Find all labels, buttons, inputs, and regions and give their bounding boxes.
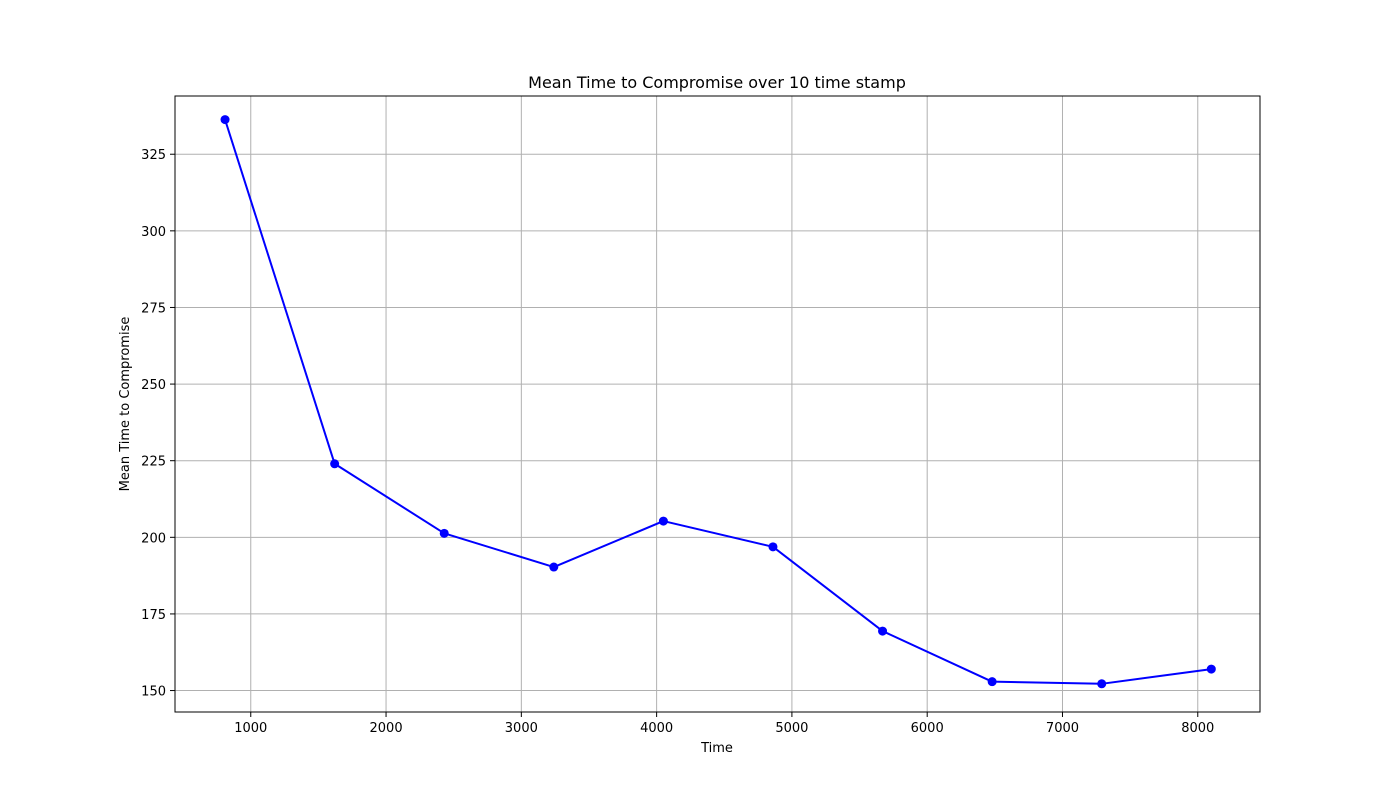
data-point [220,115,230,125]
axes-frame [174,95,1261,713]
data-point [1097,679,1107,689]
data-point [439,528,449,538]
y-tick-label: 225 [141,455,166,470]
data-point [1206,664,1216,674]
data-point [658,516,668,526]
x-tick-label: 8000 [1181,721,1214,736]
grid [175,96,1260,712]
y-tick-label: 250 [141,378,166,393]
data-point [768,542,778,552]
data-point [330,459,340,469]
x-axis-ticks: 1000 2000 3000 4000 5000 6000 7000 8000 [234,712,1214,736]
x-tick-label: 4000 [640,721,673,736]
y-tick-label: 150 [141,685,166,700]
y-tick-label: 200 [141,531,166,546]
data-points [220,115,1216,689]
y-tick-label: 300 [141,225,166,240]
chart-title: Mean Time to Compromise over 10 time sta… [528,73,906,92]
y-tick-label: 175 [141,608,166,623]
series-line-layer [224,119,1212,685]
x-tick-label: 1000 [234,721,267,736]
data-point [549,562,559,572]
y-tick-label: 275 [141,301,166,316]
x-tick-label: 5000 [775,721,808,736]
y-tick-label: 325 [141,148,166,163]
y-axis-title: Mean Time to Compromise [118,317,133,492]
series-line [224,119,1212,685]
data-point [987,677,997,687]
x-tick-label: 7000 [1046,721,1079,736]
x-axis-title: Time [700,741,733,756]
x-tick-label: 2000 [370,721,403,736]
x-tick-label: 3000 [505,721,538,736]
x-tick-label: 6000 [911,721,944,736]
y-axis-ticks: 150 175 200 225 250 275 300 325 [141,148,175,700]
data-point [878,626,888,636]
